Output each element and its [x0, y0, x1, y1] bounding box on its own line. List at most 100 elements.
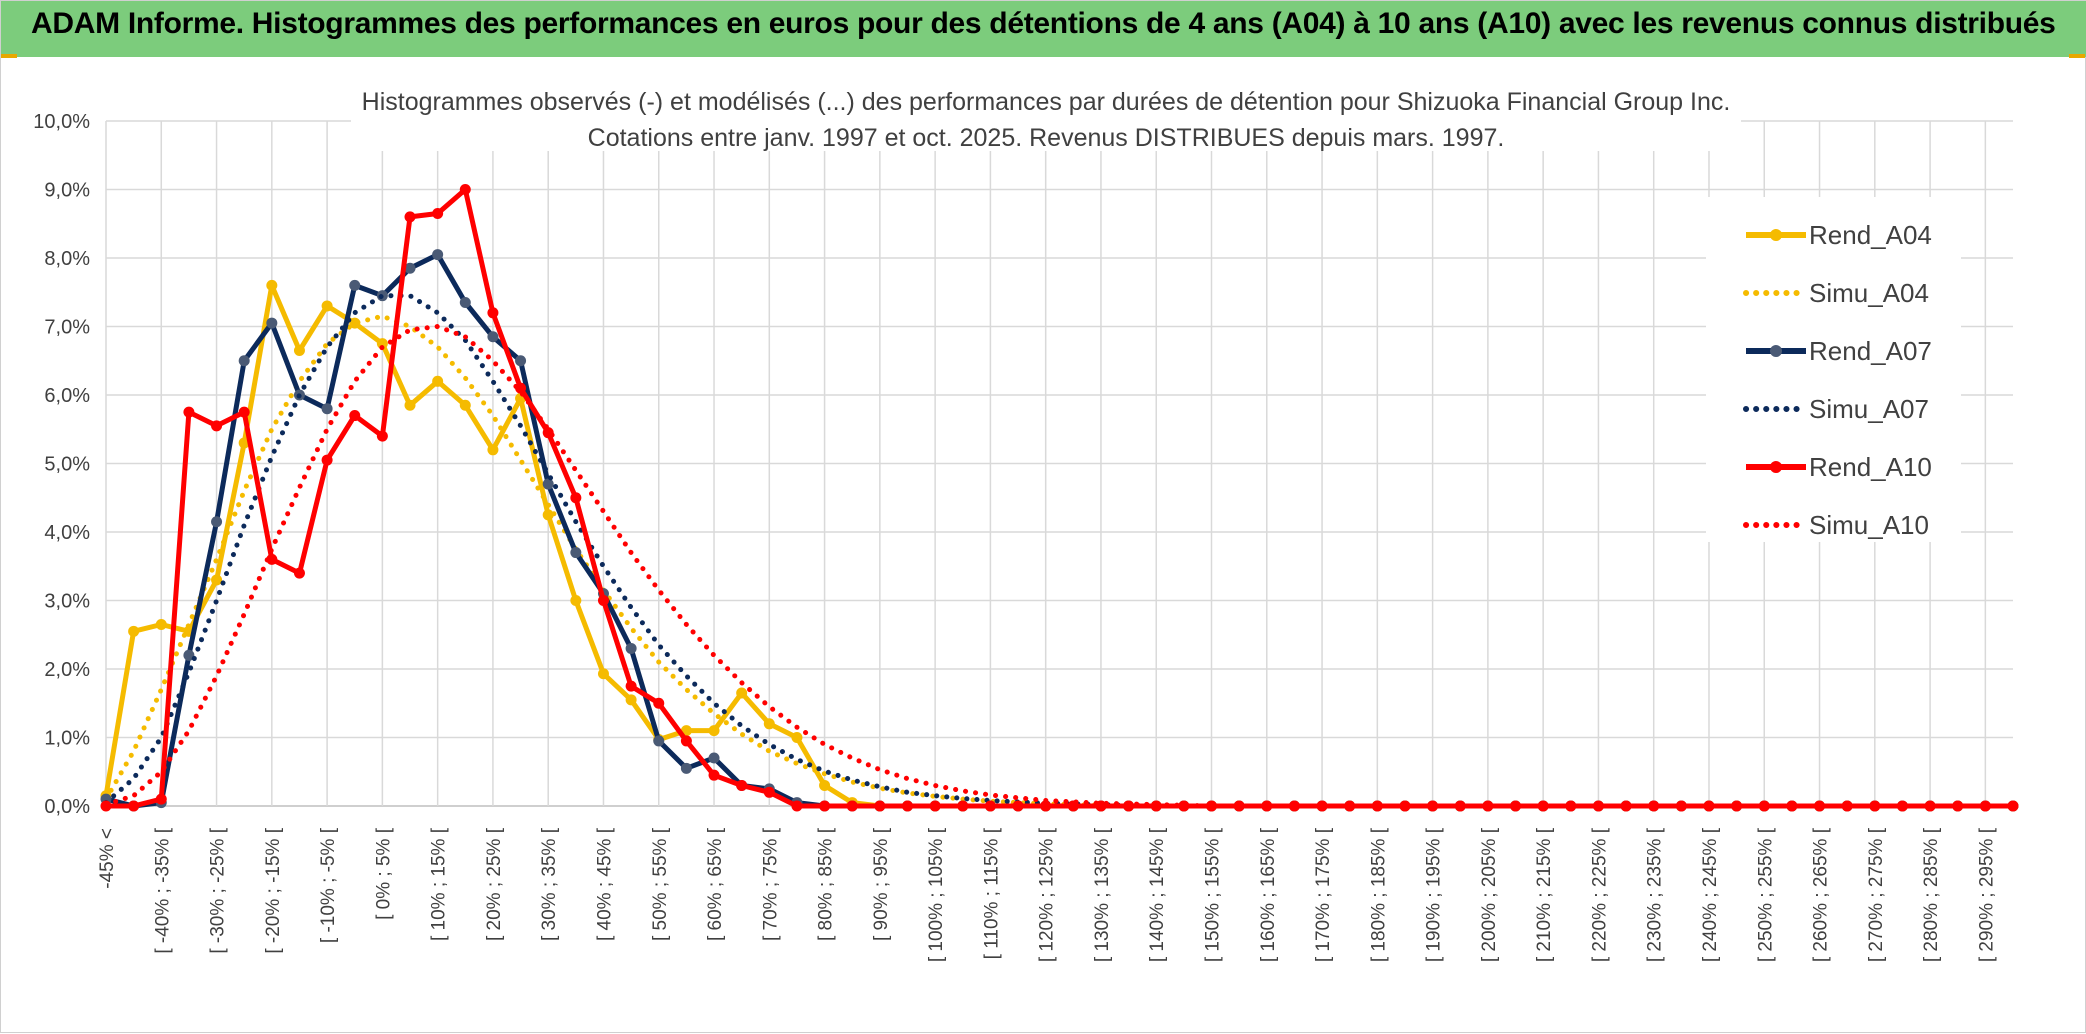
chart-title-background — [351, 79, 1741, 151]
legend-label: Rend_A10 — [1809, 452, 1932, 482]
header-bar: ADAM Informe. Histogrammes des performan… — [1, 1, 2086, 57]
legend-background — [1706, 197, 1961, 542]
y-axis-ticks: 0,0% 1,0% 2,0% 3,0% 4,0% 5,0% 6,0% 7,0% 8,0% 9,0%… — [33, 111, 90, 818]
data-point — [1316, 800, 1328, 812]
data-point — [625, 680, 637, 692]
x-tick-label: [ 130% ; 135% [ — [1092, 827, 1113, 962]
x-tick-label: [ 170% ; 175% [ — [1313, 827, 1334, 962]
data-point — [238, 355, 250, 367]
data-point — [238, 406, 250, 418]
data-point — [542, 509, 554, 521]
data-point — [625, 642, 637, 654]
data-point — [1510, 800, 1522, 812]
data-point — [1592, 800, 1604, 812]
data-point — [1731, 800, 1743, 812]
data-point — [1924, 800, 1936, 812]
legend-item: Rend_A04 — [1746, 220, 1932, 250]
page-title: ADAM Informe. Histogrammes des performan… — [31, 7, 2056, 40]
x-tick-label: [ 180% ; 185% [ — [1368, 827, 1389, 962]
data-point — [128, 625, 140, 637]
data-point — [1399, 800, 1411, 812]
y-tick-label: 3,0% — [44, 591, 90, 613]
data-point — [1814, 800, 1826, 812]
data-point — [155, 793, 167, 805]
data-point — [459, 399, 471, 411]
legend-marker — [1770, 461, 1782, 473]
x-tick-label: [ 100% ; 105% [ — [926, 827, 947, 962]
chart-title-line1: Histogrammes observés (-) et modélisés (… — [362, 88, 1731, 116]
data-point — [570, 547, 582, 559]
y-tick-label: 8,0% — [44, 248, 90, 270]
data-point — [597, 668, 609, 680]
data-point — [266, 279, 278, 291]
legend-label: Simu_A07 — [1809, 394, 1929, 424]
legend-marker — [1770, 229, 1782, 241]
data-point — [404, 262, 416, 274]
data-point — [487, 307, 499, 319]
data-point — [404, 211, 416, 223]
legend-label: Rend_A04 — [1809, 220, 1932, 250]
data-point — [183, 406, 195, 418]
data-point — [487, 444, 499, 456]
x-tick-label: [ 70% ; 75% [ — [760, 827, 781, 941]
data-point — [957, 800, 969, 812]
x-tick-label: [ 230% ; 235% [ — [1645, 827, 1666, 962]
x-tick-label: [ -10% ; -5% [ — [318, 827, 339, 943]
data-point — [791, 800, 803, 812]
data-point — [1012, 800, 1024, 812]
data-point — [459, 297, 471, 309]
data-point — [680, 735, 692, 747]
data-point — [211, 516, 223, 528]
data-point — [349, 410, 361, 422]
data-point — [625, 694, 637, 706]
x-tick-label: [ 260% ; 265% [ — [1811, 827, 1832, 962]
series-layer — [100, 184, 2019, 812]
data-point — [708, 752, 720, 764]
chart-title-box: Histogrammes observés (-) et modélisés (… — [351, 79, 1741, 152]
data-point — [432, 207, 444, 219]
y-tick-label: 4,0% — [44, 522, 90, 544]
data-point — [984, 800, 996, 812]
data-point — [432, 375, 444, 387]
legend-marker — [1770, 345, 1782, 357]
data-point — [1040, 800, 1052, 812]
x-tick-label: [ 200% ; 205% [ — [1479, 827, 1500, 962]
data-point — [211, 420, 223, 432]
data-point — [736, 779, 748, 791]
data-point — [819, 800, 831, 812]
chart: 0,0% 1,0% 2,0% 3,0% 4,0% 5,0% 6,0% 7,0% 8,0% 9,0%… — [33, 79, 2019, 962]
x-tick-label: [ 80% ; 85% [ — [816, 827, 837, 941]
data-point — [736, 687, 748, 699]
x-tick-label: [ 150% ; 155% [ — [1203, 827, 1224, 962]
data-point — [819, 779, 831, 791]
data-point — [653, 735, 665, 747]
data-point — [929, 800, 941, 812]
data-point — [211, 574, 223, 586]
x-tick-label: [ 140% ; 145% [ — [1147, 827, 1168, 962]
data-point — [542, 478, 554, 490]
x-tick-label: [ 250% ; 255% [ — [1755, 827, 1776, 962]
legend-item: Rend_A07 — [1746, 336, 1932, 366]
y-tick-label: 5,0% — [44, 454, 90, 476]
x-tick-label: [ -40% ; -35% [ — [152, 827, 173, 953]
x-tick-label: [ -20% ; -15% [ — [263, 827, 284, 953]
y-tick-label: 10,0% — [33, 111, 90, 133]
data-point — [1620, 800, 1632, 812]
x-tick-label: [ 110% ; 115% [ — [981, 827, 1002, 959]
data-point — [1206, 800, 1218, 812]
data-point — [293, 567, 305, 579]
y-tick-label: 0,0% — [44, 796, 90, 818]
data-point — [376, 338, 388, 350]
x-tick-label: [ 40% ; 45% [ — [594, 827, 615, 941]
legend-item: Simu_A10 — [1743, 510, 1929, 540]
data-point — [128, 800, 140, 812]
legend-label: Simu_A04 — [1809, 278, 1929, 308]
data-point — [708, 769, 720, 781]
data-point — [432, 249, 444, 261]
data-point — [321, 454, 333, 466]
data-point — [266, 317, 278, 329]
x-tick-label: [ -30% ; -25% [ — [208, 827, 229, 953]
data-point — [846, 800, 858, 812]
x-tick-label: [ 20% ; 25% [ — [484, 827, 505, 941]
